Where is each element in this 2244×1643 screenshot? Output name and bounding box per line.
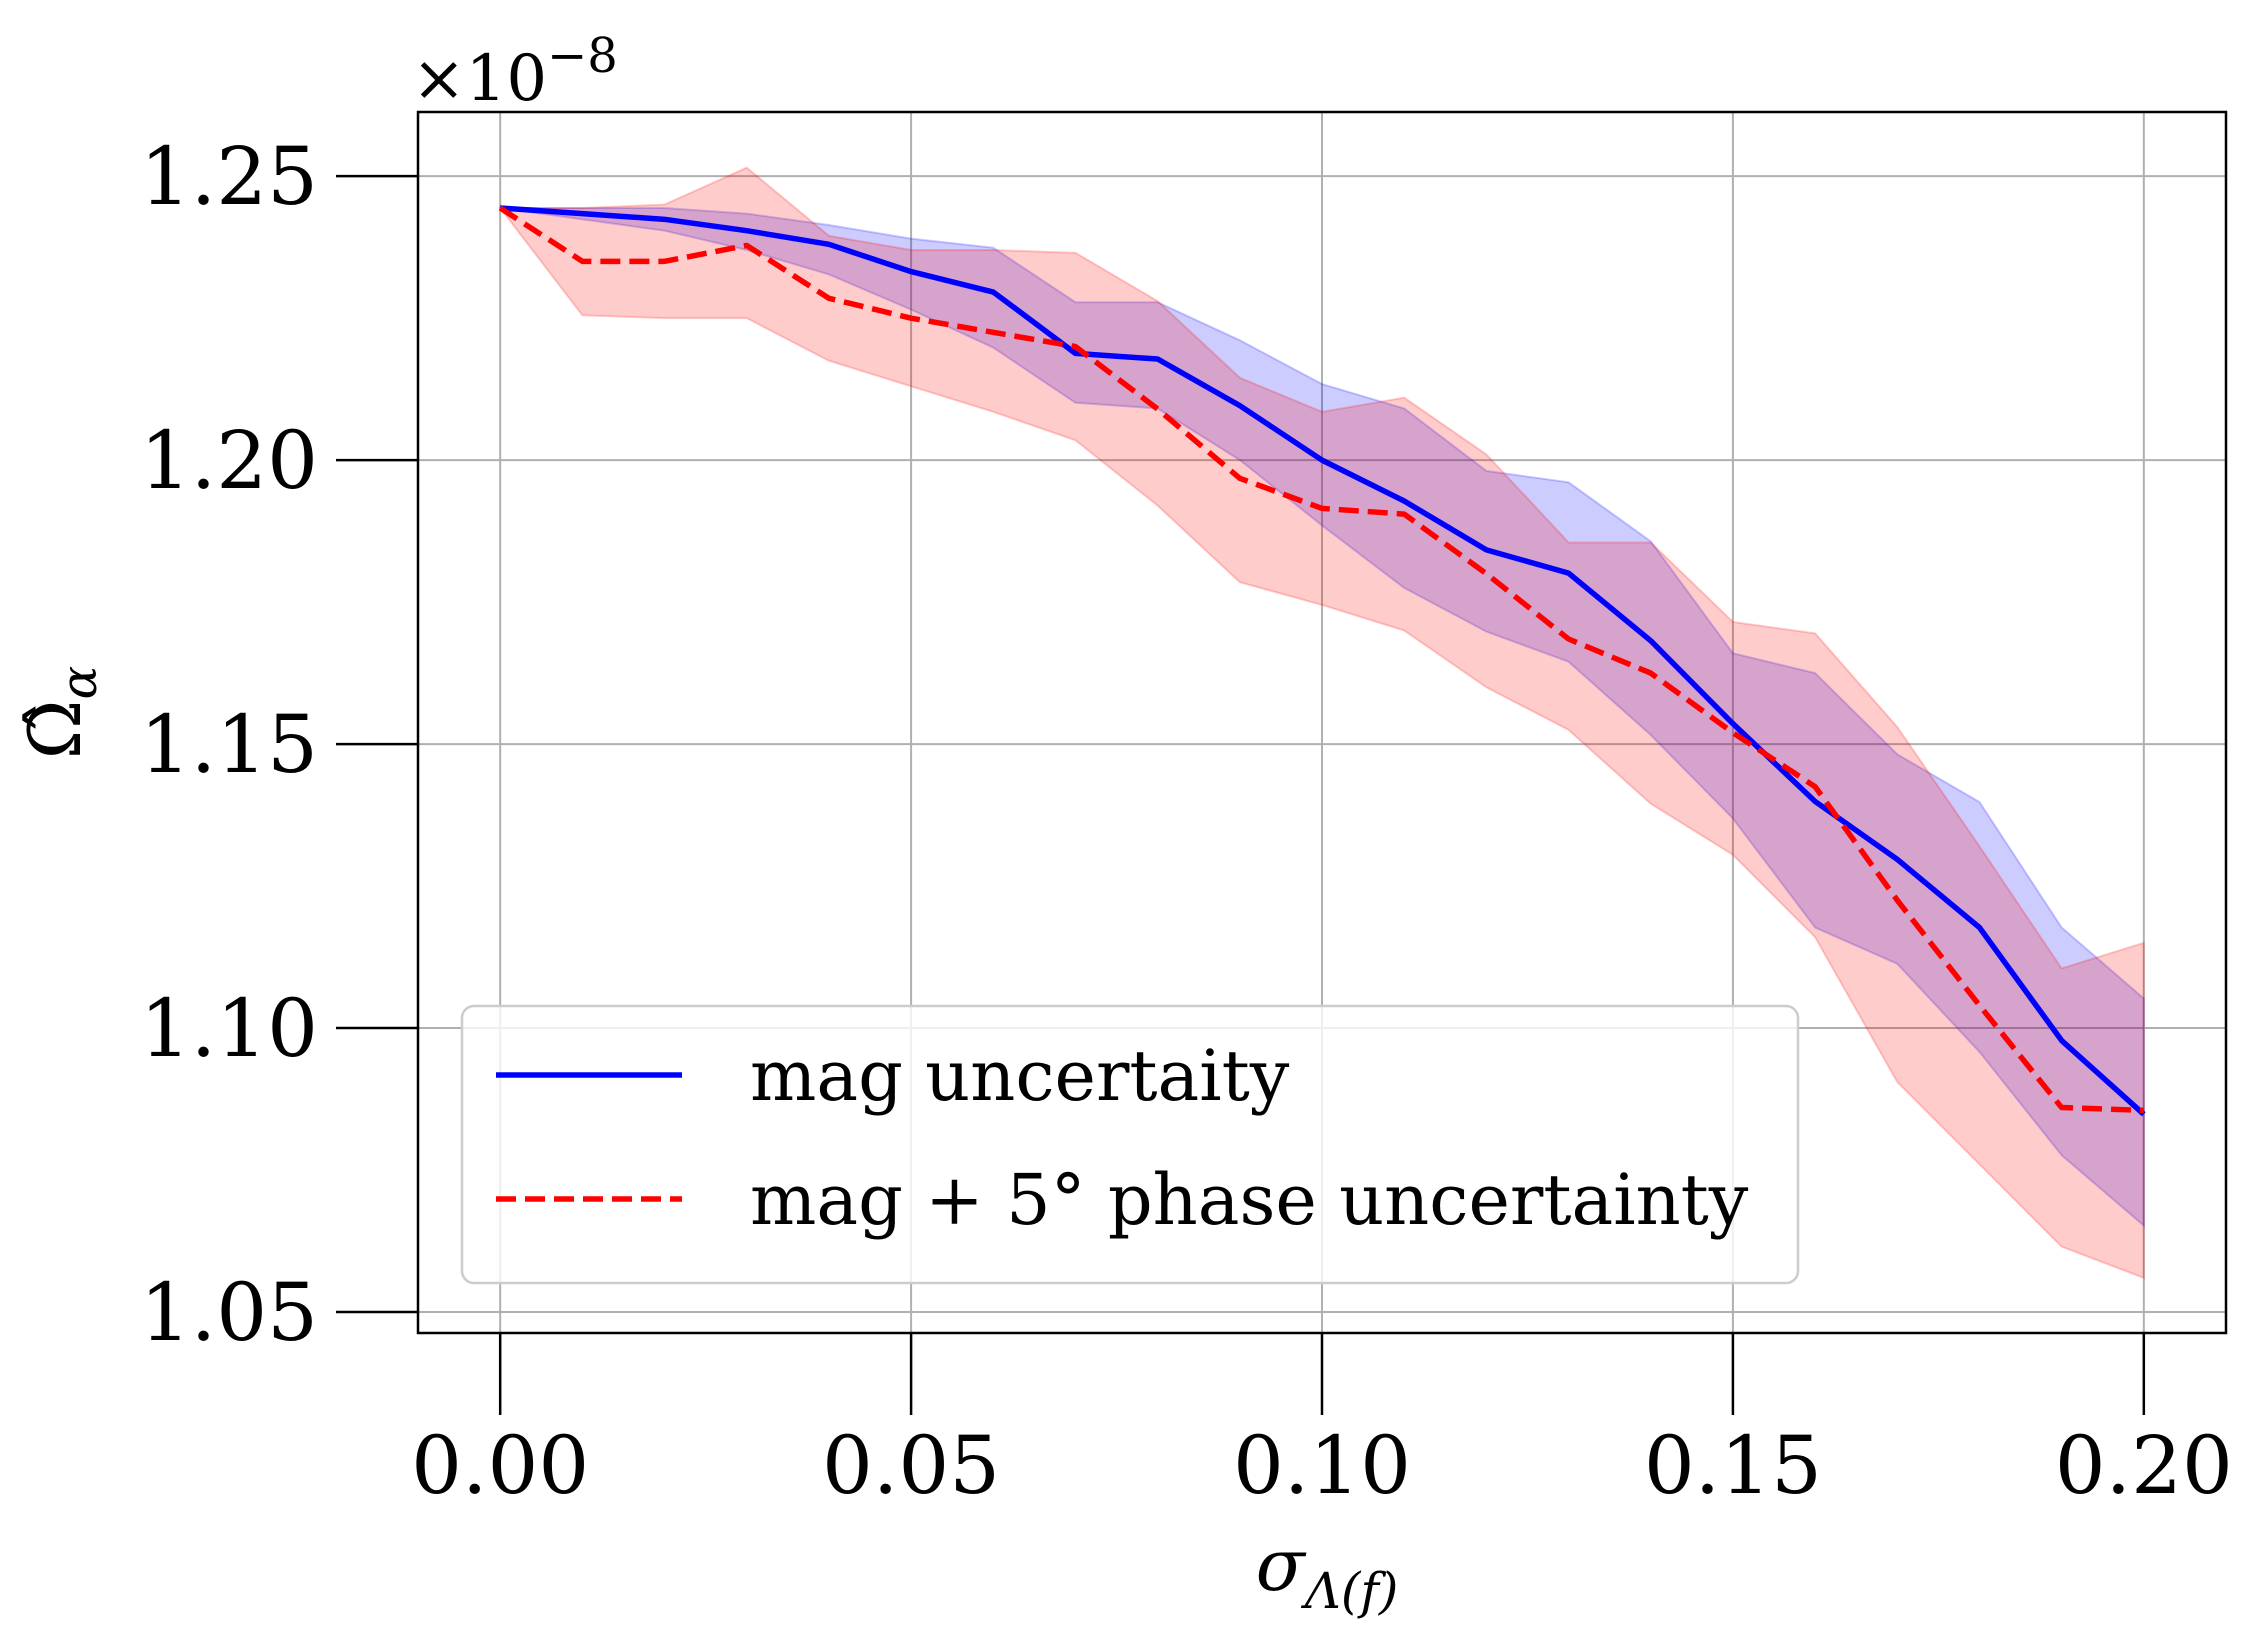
series-line-mag-phase [498, 205, 2144, 1114]
y-tick-label: 1.20 [140, 414, 318, 507]
x-tick-label: 0.05 [822, 1419, 1000, 1512]
x-axis-label-subscript: Λ(f) [1301, 1562, 1399, 1620]
series-lines [498, 205, 2146, 1117]
x-tick-label: 0.00 [411, 1419, 589, 1512]
grid [418, 112, 2226, 1333]
y-tick-label: 1.10 [140, 982, 318, 1075]
y-tick-label: 1.05 [140, 1266, 318, 1359]
y-axis-offset-label: ×10−8 [412, 28, 618, 116]
offset-base: ×10 [412, 42, 547, 116]
legend-box [460, 1004, 1800, 1285]
y-tick-label: 1.15 [140, 698, 318, 791]
y-axis-label: Ω̂α [13, 666, 108, 759]
x-tick-label: 0.10 [1233, 1419, 1411, 1512]
x-axis-label: σΛ(f) [1256, 1523, 1399, 1620]
y-axis-label-main: Ω̂ [13, 700, 97, 760]
legend: mag uncertaity mag + 5° phase uncertaint… [460, 1004, 1800, 1285]
x-axis-label-main: σ [1256, 1523, 1307, 1607]
legend-label-mag-phase: mag + 5° phase uncertainty [750, 1159, 1749, 1241]
offset-exponent: −8 [547, 28, 618, 84]
axis-ticks: 0.00 0.05 0.10 0.15 0.20 1.05 1.10 1.15 1.20 1.25 [140, 130, 2233, 1512]
series-line-mag [499, 205, 2146, 1117]
x-tick-label: 0.15 [1644, 1419, 1822, 1512]
y-axis-label-subscript: α [50, 666, 108, 700]
y-tick-label: 1.25 [140, 130, 318, 223]
x-tick-label: 0.20 [2055, 1419, 2233, 1512]
legend-label-mag: mag uncertaity [750, 1035, 1290, 1117]
